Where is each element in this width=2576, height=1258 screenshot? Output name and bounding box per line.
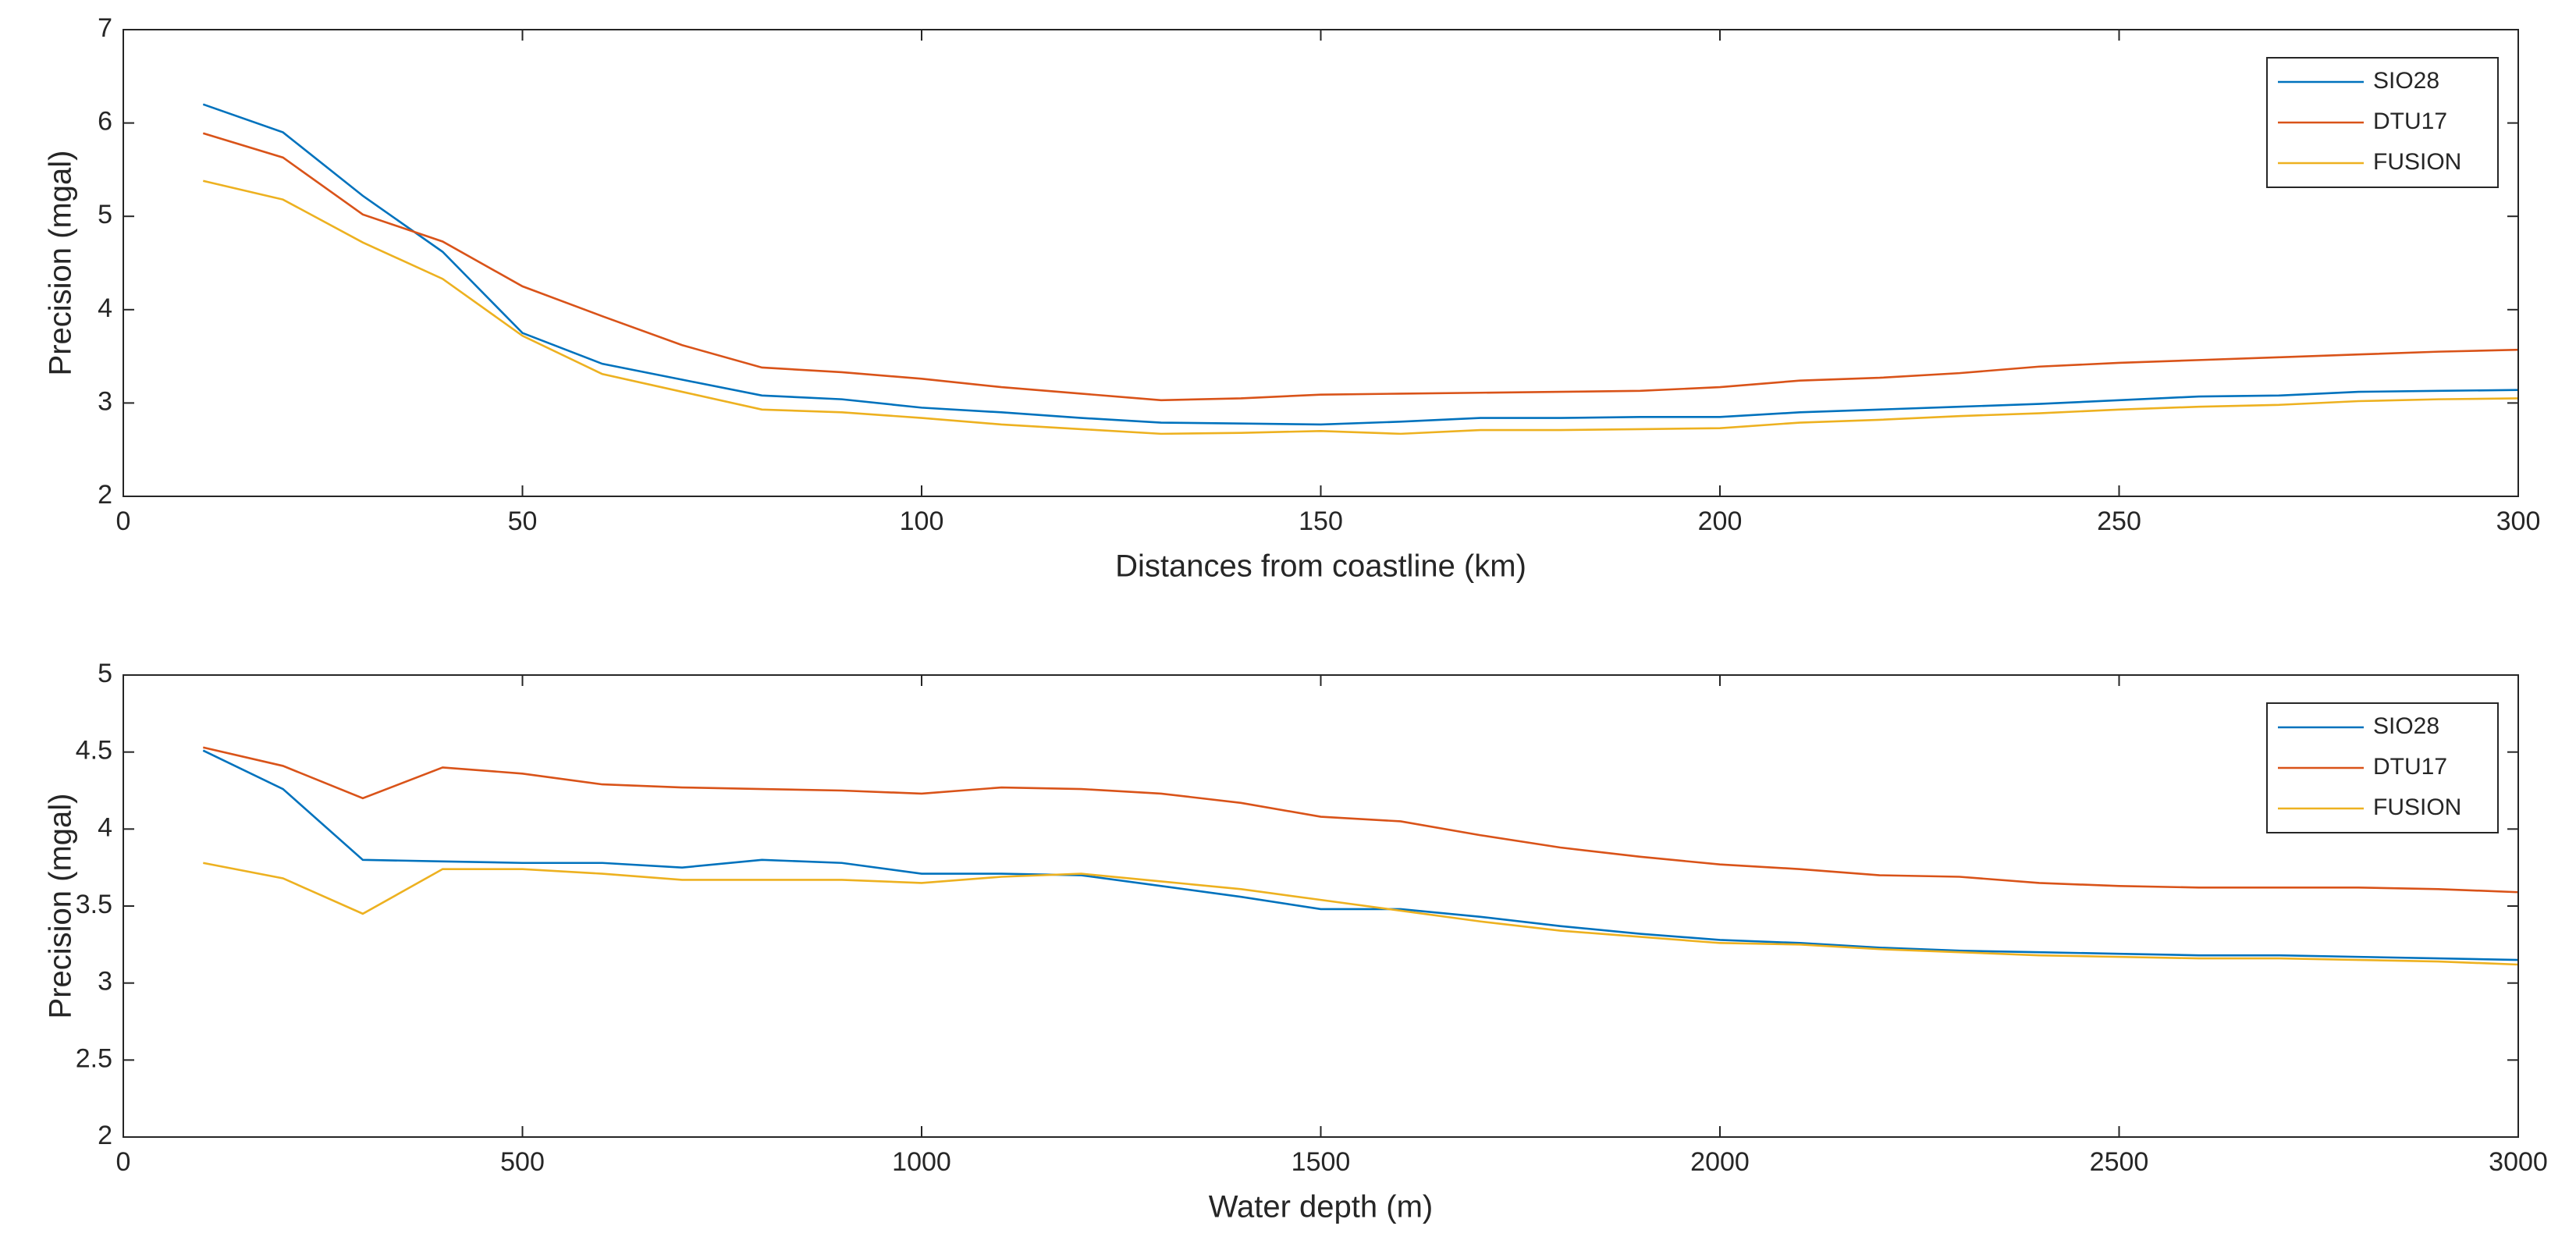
- y-tick-label: 3.5: [76, 890, 112, 919]
- y-tick-label: 2: [98, 480, 112, 510]
- x-tick-label: 2000: [1690, 1147, 1750, 1177]
- legend-label: SIO28: [2373, 68, 2439, 94]
- x-tick-label: 100: [900, 506, 944, 536]
- y-tick-label: 7: [98, 13, 112, 43]
- x-tick-label: 1000: [892, 1147, 951, 1177]
- data-line: [202, 749, 2519, 961]
- chart: 0 50 100 150 200 250 300 2 3 4 5 6 7 Distances from c…: [44, 13, 2541, 584]
- x-tick-label: 1500: [1292, 1147, 1351, 1177]
- legend: SIO28 DTU17 FUSION: [2266, 702, 2499, 833]
- x-tick-label: 300: [2496, 506, 2541, 536]
- data-line: [202, 103, 2519, 426]
- legend-label: FUSION: [2373, 794, 2461, 820]
- x-tick-label: 2500: [2090, 1147, 2149, 1177]
- y-tick-label: 3: [98, 386, 112, 416]
- y-tick-label: 5: [98, 200, 112, 229]
- x-tick-label: 250: [2097, 506, 2141, 536]
- y-tick-label: 5: [98, 659, 112, 688]
- x-tick-label: 200: [1698, 506, 1743, 536]
- data-line: [203, 746, 2519, 894]
- x-tick-label: 0: [116, 1147, 131, 1177]
- x-tick-label: 3000: [2489, 1147, 2548, 1177]
- x-tick-label: 0: [116, 506, 131, 536]
- x-tick-label: 150: [1299, 506, 1343, 536]
- x-axis-label: Distances from coastline (km): [1115, 549, 1526, 584]
- legend-label: DTU17: [2373, 754, 2447, 780]
- legend-label: DTU17: [2373, 108, 2447, 134]
- data-line: [203, 179, 2519, 435]
- y-tick-label: 4.5: [76, 736, 112, 766]
- legend: SIO28 DTU17 FUSION: [2266, 57, 2499, 188]
- legend-label: SIO28: [2373, 713, 2439, 739]
- y-tick-label: 4: [98, 293, 112, 323]
- x-tick-label: 500: [500, 1147, 545, 1177]
- data-line: [202, 132, 2519, 402]
- plot-area: [123, 30, 2518, 496]
- y-tick-label: 6: [98, 107, 112, 137]
- y-tick-label: 2.5: [76, 1043, 112, 1073]
- plot-area: [123, 675, 2518, 1137]
- y-tick-label: 3: [98, 967, 112, 997]
- y-axis-label: Precision (mgal): [44, 151, 78, 376]
- chart: 0 500 1000 1500 2000 2500 3000 2 2.5 3 3.5 4 4.5 5 Wat…: [44, 659, 2548, 1224]
- y-tick-label: 4: [98, 812, 112, 842]
- data-line: [203, 862, 2519, 966]
- x-axis-label: Water depth (m): [1209, 1190, 1433, 1224]
- x-tick-label: 50: [508, 506, 538, 536]
- y-tick-label: 2: [98, 1121, 112, 1150]
- y-axis-label: Precision (mgal): [44, 794, 78, 1019]
- legend-label: FUSION: [2373, 149, 2461, 175]
